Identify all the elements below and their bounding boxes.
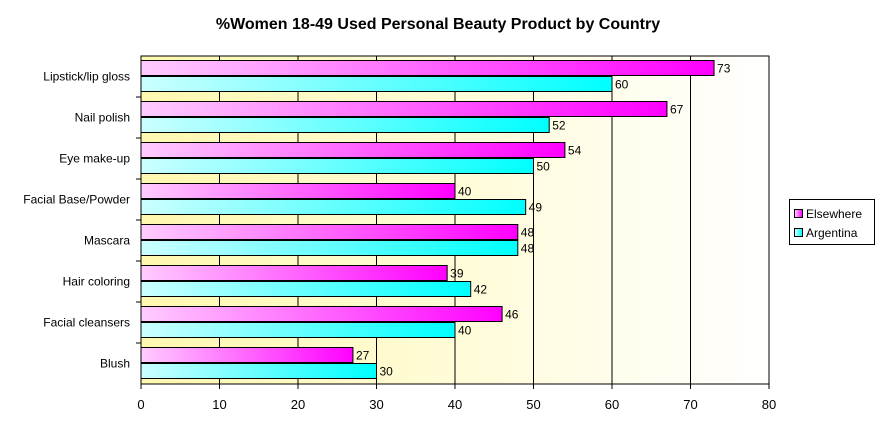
data-label-argentina-lipstick-lip-gloss: 60	[615, 78, 629, 92]
bar-elsewhere-facial-cleansers	[140, 306, 503, 322]
data-label-elsewhere-hair-coloring: 39	[450, 267, 464, 281]
bar-argentina-facial-cleansers	[140, 322, 456, 338]
bar-elsewhere-eye-make-up	[140, 142, 566, 158]
data-label-elsewhere-blush: 27	[356, 349, 370, 363]
legend-label-elsewhere: Elsewhere	[806, 206, 863, 221]
bar-elsewhere-blush	[140, 347, 354, 363]
bar-argentina-eye-make-up	[140, 158, 534, 174]
chart-title: %Women 18-49 Used Personal Beauty Produc…	[215, 16, 661, 33]
data-label-elsewhere-eye-make-up: 54	[568, 144, 582, 158]
category-label-hair-coloring: Hair coloring	[63, 275, 130, 289]
x-tick-label: 60	[605, 397, 619, 412]
x-tick-label: 10	[212, 397, 226, 412]
category-label-lipstick-lip-gloss: Lipstick/lip gloss	[43, 70, 130, 84]
data-label-argentina-eye-make-up: 50	[537, 160, 551, 174]
legend-item-argentina: Argentina	[794, 223, 874, 242]
data-label-elsewhere-lipstick-lip-gloss: 73	[717, 62, 731, 76]
bar-argentina-hair-coloring	[140, 281, 472, 297]
legend-label-argentina: Argentina	[806, 225, 858, 240]
data-label-elsewhere-facial-base-powder: 40	[458, 185, 472, 199]
bar-argentina-lipstick-lip-gloss	[140, 76, 613, 92]
data-label-argentina-facial-base-powder: 49	[529, 201, 543, 215]
x-tick-label: 70	[683, 397, 697, 412]
x-tick-label: 0	[137, 397, 144, 412]
data-label-elsewhere-mascara: 48	[521, 226, 535, 240]
legend-item-elsewhere: Elsewhere	[794, 204, 874, 223]
bar-elsewhere-nail-polish	[140, 101, 668, 117]
category-label-blush: Blush	[100, 357, 130, 371]
legend-swatch-argentina	[794, 228, 803, 237]
x-tick-label: 40	[448, 397, 462, 412]
x-tick-label: 80	[762, 397, 776, 412]
category-label-facial-cleansers: Facial cleansers	[43, 316, 130, 330]
data-label-argentina-facial-cleansers: 40	[458, 324, 472, 338]
category-label-eye-make-up: Eye make-up	[59, 152, 130, 166]
data-label-argentina-mascara: 48	[521, 242, 535, 256]
category-label-nail-polish: Nail polish	[75, 111, 130, 125]
data-label-argentina-nail-polish: 52	[552, 119, 566, 133]
bar-argentina-nail-polish	[140, 117, 550, 133]
x-tick-label: 50	[526, 397, 540, 412]
bar-elsewhere-mascara	[140, 224, 519, 240]
x-tick-label: 30	[369, 397, 383, 412]
x-tick-label: 20	[291, 397, 305, 412]
category-label-facial-base-powder: Facial Base/Powder	[23, 193, 130, 207]
bar-elsewhere-lipstick-lip-gloss	[140, 60, 715, 76]
legend-swatch-elsewhere	[794, 209, 803, 218]
data-label-elsewhere-nail-polish: 67	[670, 103, 684, 117]
bar-argentina-mascara	[140, 240, 519, 256]
category-label-mascara: Mascara	[84, 234, 130, 248]
data-label-elsewhere-facial-cleansers: 46	[505, 308, 519, 322]
bar-elsewhere-facial-base-powder	[140, 183, 456, 199]
bar-argentina-facial-base-powder	[140, 199, 527, 215]
bar-elsewhere-hair-coloring	[140, 265, 448, 281]
data-label-argentina-hair-coloring: 42	[474, 283, 488, 297]
bar-argentina-blush	[140, 363, 377, 379]
legend: Elsewhere Argentina	[789, 199, 875, 245]
data-label-argentina-blush: 30	[380, 365, 394, 379]
